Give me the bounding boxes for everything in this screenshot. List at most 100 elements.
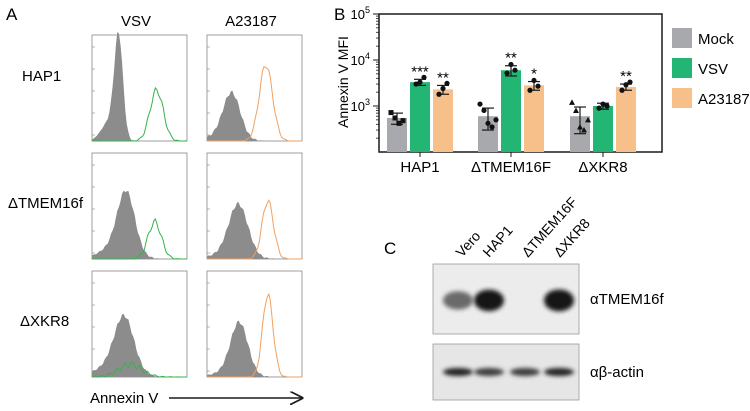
data-point	[481, 107, 487, 114]
control-histogram	[207, 202, 302, 259]
legend-label: Mock	[698, 31, 734, 48]
data-point	[569, 99, 575, 105]
blot-band	[443, 368, 473, 376]
data-point	[581, 127, 587, 133]
data-point	[504, 70, 510, 76]
data-point	[477, 101, 483, 107]
lane-label: Vero	[452, 228, 483, 260]
vsv-histogram-line	[92, 217, 187, 260]
data-point	[396, 120, 402, 126]
a23187-histogram-line	[207, 292, 302, 378]
control-histogram	[92, 32, 187, 141]
data-point	[436, 91, 442, 97]
blot-antibody-label: αβ-actin	[590, 364, 644, 381]
row-label-tmem16f: ΔTMEM16f	[8, 195, 84, 212]
blot-band	[544, 368, 574, 376]
category-label: ΔXKR8	[578, 159, 627, 176]
data-point	[392, 115, 398, 121]
row-label-xkr8: ΔXKR8	[20, 313, 69, 330]
data-point	[596, 105, 602, 111]
bar-vsv-3	[593, 106, 613, 152]
histogram-panel-3-2	[206, 270, 303, 378]
bar-vsv-1	[410, 82, 430, 152]
significance-label: **	[620, 68, 632, 85]
blot-band	[544, 289, 574, 312]
data-point	[527, 87, 533, 93]
legend-swatch-a23187	[672, 88, 692, 108]
blot-band	[474, 289, 504, 312]
histogram-panel-2-1	[91, 152, 188, 260]
bar-mock-1	[387, 117, 407, 152]
data-point	[585, 116, 591, 123]
control-histogram	[207, 320, 302, 377]
legend-swatch-mock	[672, 28, 692, 48]
control-histogram	[92, 314, 187, 377]
data-point	[623, 82, 629, 88]
data-point	[627, 79, 633, 85]
histogram-frame	[206, 152, 303, 260]
blot-band	[443, 291, 473, 310]
significance-label: **	[505, 50, 517, 67]
a23187-histogram-line	[207, 66, 302, 142]
y-axis-label: Annexin V MFI	[335, 36, 351, 128]
blot-1	[432, 263, 580, 335]
data-point	[440, 85, 446, 92]
data-point	[413, 81, 419, 87]
data-point	[531, 77, 537, 84]
blot-antibody-label: αTMEM16f	[590, 291, 665, 308]
col-header-vsv: VSV	[121, 13, 151, 30]
panel-b-letter: B	[334, 5, 345, 24]
data-point	[604, 103, 610, 109]
data-point	[493, 117, 499, 123]
histogram-panel-2-2	[206, 152, 303, 260]
row-label-hap1: HAP1	[22, 68, 61, 85]
category-label: HAP1	[400, 159, 439, 176]
significance-label: **	[437, 69, 449, 86]
vsv-histogram-line	[91, 360, 187, 378]
histogram-panel-3-1	[91, 270, 188, 378]
legend-label: A23187	[698, 91, 750, 108]
col-header-a23187: A23187	[225, 13, 277, 30]
blot-band	[510, 368, 540, 376]
legend-swatch-vsv	[672, 58, 692, 78]
annexin-axis-label: Annexin V	[90, 390, 158, 406]
data-point	[388, 110, 394, 116]
y-tick-label: 104	[351, 51, 370, 68]
data-point	[489, 124, 495, 130]
data-point	[573, 107, 579, 113]
data-point	[421, 74, 427, 80]
bar-a23187-1	[433, 89, 453, 152]
data-point	[485, 120, 491, 126]
panel-a-letter: A	[6, 5, 18, 24]
blot-2	[432, 343, 580, 401]
data-point	[417, 79, 423, 85]
histogram-panel-1-1	[91, 32, 188, 142]
data-point	[400, 118, 406, 124]
control-histogram	[92, 190, 187, 259]
blot-band	[474, 368, 504, 376]
histogram-grid	[91, 32, 303, 378]
control-histogram	[207, 90, 302, 141]
bar-a23187-2	[524, 85, 544, 152]
histogram-panel-1-2	[206, 34, 303, 142]
chart-legend: Mock VSV A23187	[672, 28, 750, 108]
data-point	[577, 123, 583, 130]
lane-label: HAP1	[479, 222, 516, 260]
bar-vsv-2	[501, 70, 521, 152]
histogram-frame	[206, 270, 303, 378]
y-tick-label: 105	[351, 5, 370, 22]
legend-label: VSV	[698, 61, 728, 78]
significance-label: ***	[411, 63, 429, 80]
y-tick-label: 103	[351, 97, 370, 114]
western-blots: αTMEM16f αβ-actin	[432, 263, 665, 401]
data-point	[619, 87, 625, 93]
data-point	[535, 83, 541, 89]
panel-c-letter: C	[384, 239, 396, 258]
bar-a23187-3	[616, 86, 636, 152]
data-point	[512, 67, 518, 73]
data-point	[600, 101, 606, 107]
data-point	[444, 80, 450, 86]
